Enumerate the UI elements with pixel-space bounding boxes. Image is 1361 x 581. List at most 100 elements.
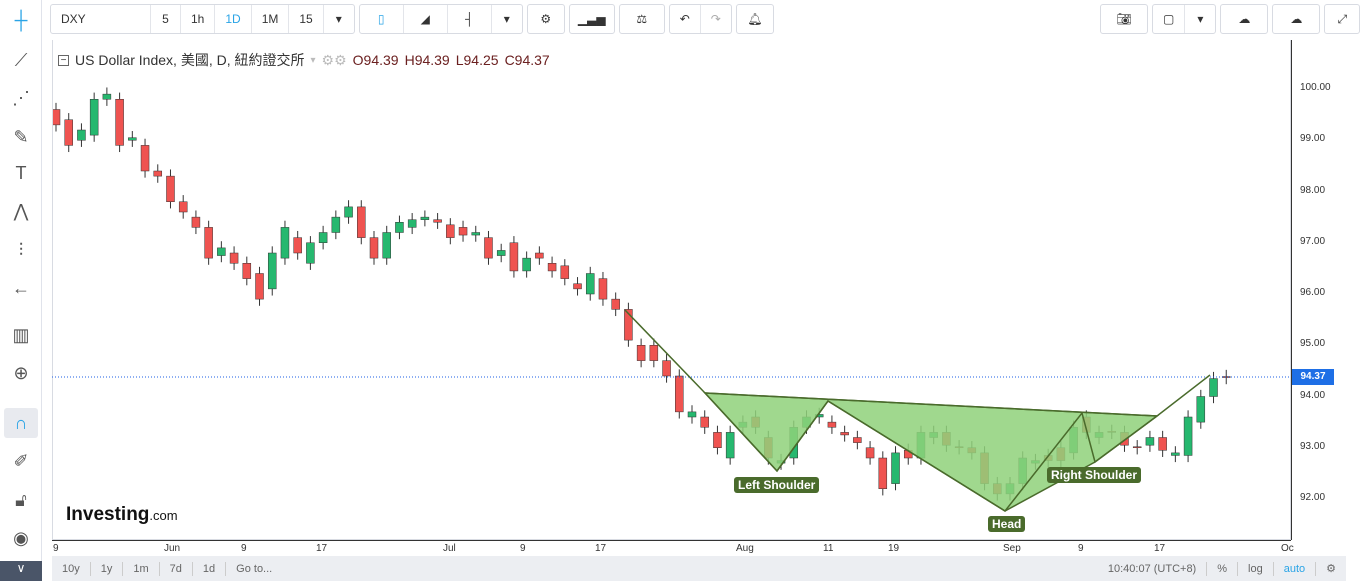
candles-icon[interactable]: ▯ [360, 5, 404, 33]
candle [496, 250, 506, 256]
chart-legend: − US Dollar Index, 美國, D, 紐約證交所 ▾ ⚙⚙ O94… [58, 50, 550, 70]
candle [166, 175, 175, 202]
goto-button[interactable]: Go to... [236, 562, 273, 575]
prediction-icon[interactable]: ⫶ [18, 239, 24, 260]
undo-icon[interactable]: ↶ [670, 5, 701, 33]
candle [547, 263, 557, 272]
axis-settings-icon[interactable]: ⚙ [1326, 562, 1336, 575]
price-tick-label: 97.00 [1300, 235, 1326, 247]
candle [1056, 447, 1066, 461]
collapse-icon[interactable]: ∨ [0, 561, 42, 581]
candle [993, 483, 1002, 495]
candle [153, 170, 163, 177]
lock-drawing-icon[interactable]: ✐ [13, 450, 29, 471]
candle [535, 252, 544, 259]
candle [611, 298, 620, 310]
bars-icon[interactable]: ┤ [448, 5, 492, 33]
color-swatch-icon[interactable]: ▢ [1153, 5, 1186, 33]
candle [217, 247, 226, 256]
candle [903, 450, 913, 459]
settings-icon[interactable]: ⚙ [540, 12, 552, 26]
legend-settings-icon[interactable]: ⚙⚙ [321, 51, 347, 68]
fullscreen-icon[interactable]: ⤢ [1337, 11, 1348, 26]
candle [1209, 378, 1218, 397]
compare-icon[interactable]: ⚖ [636, 12, 648, 26]
range-10y[interactable]: 10y [52, 561, 91, 576]
trendline-icon[interactable]: ⟋ [14, 49, 28, 70]
range-1m[interactable]: 1m [123, 561, 160, 576]
camera-icon[interactable]: 📷︎ [1116, 12, 1132, 26]
cloud-download-icon[interactable]: ☁ [1238, 12, 1251, 26]
eye-icon[interactable]: ◉ [13, 527, 29, 548]
cloud-upload-icon[interactable]: ☁ [1290, 12, 1303, 26]
back-arrow-icon[interactable]: ← [12, 277, 30, 298]
range-7d[interactable]: 7d [160, 561, 193, 576]
high-value: H94.39 [404, 52, 450, 68]
redo-icon[interactable]: ↷ [710, 12, 721, 26]
candle [357, 206, 366, 238]
measure-icon[interactable]: ▥ [12, 324, 30, 345]
candle [306, 242, 315, 264]
candle [802, 416, 811, 428]
time-tick-label: 9 [520, 543, 526, 554]
interval-1m[interactable]: 1M [252, 5, 290, 33]
left-shoulder-label: Left Shoulder [734, 477, 820, 493]
percent-toggle[interactable]: % [1207, 561, 1239, 576]
candle [738, 421, 748, 428]
interval-15[interactable]: 15 [289, 5, 324, 33]
zoom-icon[interactable]: ⊕ [13, 362, 29, 383]
candle [560, 265, 570, 279]
magnet-icon[interactable]: ∩ [4, 408, 38, 438]
pattern-icon[interactable]: ⋀ [13, 200, 29, 221]
candle [1132, 446, 1142, 449]
interval-dropdown-icon[interactable]: ▾ [335, 12, 342, 26]
right-toolbar: 📷︎ ▢ ▾ ☁ ☁ ⤢ [1100, 4, 1361, 34]
chart-type-dropdown-icon[interactable]: ▾ [503, 12, 510, 26]
interval-5[interactable]: 5 [151, 5, 181, 33]
alert-icon[interactable]: 🔔︎ [747, 12, 763, 26]
price-tick-label: 99.00 [1300, 133, 1326, 145]
auto-toggle[interactable]: auto [1274, 561, 1317, 576]
candle [1031, 460, 1040, 464]
legend-dropdown-icon[interactable]: ▾ [310, 54, 316, 66]
candle [916, 432, 926, 459]
brush-icon[interactable]: ✎ [13, 126, 29, 147]
top-toolbar: DXY 5 1h 1D 1M 15 ▾ ▯ ◢ ┤ ▾ ⚙ ▁▃▅ ⚖ ↶ ↷ … [50, 4, 774, 34]
candle [53, 109, 61, 126]
area-chart-icon[interactable]: ◢ [404, 5, 448, 33]
text-icon[interactable]: T [15, 162, 27, 183]
interval-1h[interactable]: 1h [181, 5, 216, 33]
candle [814, 414, 824, 418]
indicators-icon[interactable]: ▁▃▅ [577, 12, 606, 26]
investing-logo: Investing.com [66, 504, 178, 525]
candle [585, 273, 595, 295]
candle [420, 216, 430, 220]
collapse-legend-icon[interactable]: − [58, 54, 69, 66]
head-label: Head [988, 516, 1026, 532]
chart-pane[interactable] [52, 40, 1291, 540]
current-price-tag: 94.37 [1292, 369, 1334, 385]
candle [840, 432, 849, 436]
interval-1d[interactable]: 1D [215, 5, 252, 33]
candle [1171, 452, 1180, 456]
fib-icon[interactable]: ⋰ [12, 87, 30, 108]
swatch-dropdown-icon[interactable]: ▾ [1197, 12, 1204, 26]
price-tick-label: 98.00 [1300, 184, 1326, 196]
candle [1183, 416, 1193, 456]
time-axis[interactable]: 9 Jun 9 17 Jul 9 17 Aug 11 19 Sep 9 17 Oc [52, 540, 1294, 555]
candle [1082, 416, 1091, 433]
lock-icon[interactable]: 🔓︎ [15, 489, 27, 510]
candle [827, 421, 837, 428]
log-toggle[interactable]: log [1238, 561, 1274, 576]
time-tick-label: 19 [888, 543, 900, 554]
candle [700, 416, 709, 428]
candle [191, 216, 201, 228]
candle [1094, 432, 1104, 438]
symbol-input[interactable]: DXY [51, 5, 151, 33]
price-axis[interactable]: 100.00 99.00 98.00 97.00 96.00 95.00 94.00 93.0… [1291, 40, 1346, 540]
candle [344, 206, 353, 218]
candle [267, 252, 277, 290]
crosshair-icon[interactable]: ┼ [14, 9, 28, 30]
range-1d[interactable]: 1d [193, 561, 227, 576]
range-1y[interactable]: 1y [91, 561, 124, 576]
